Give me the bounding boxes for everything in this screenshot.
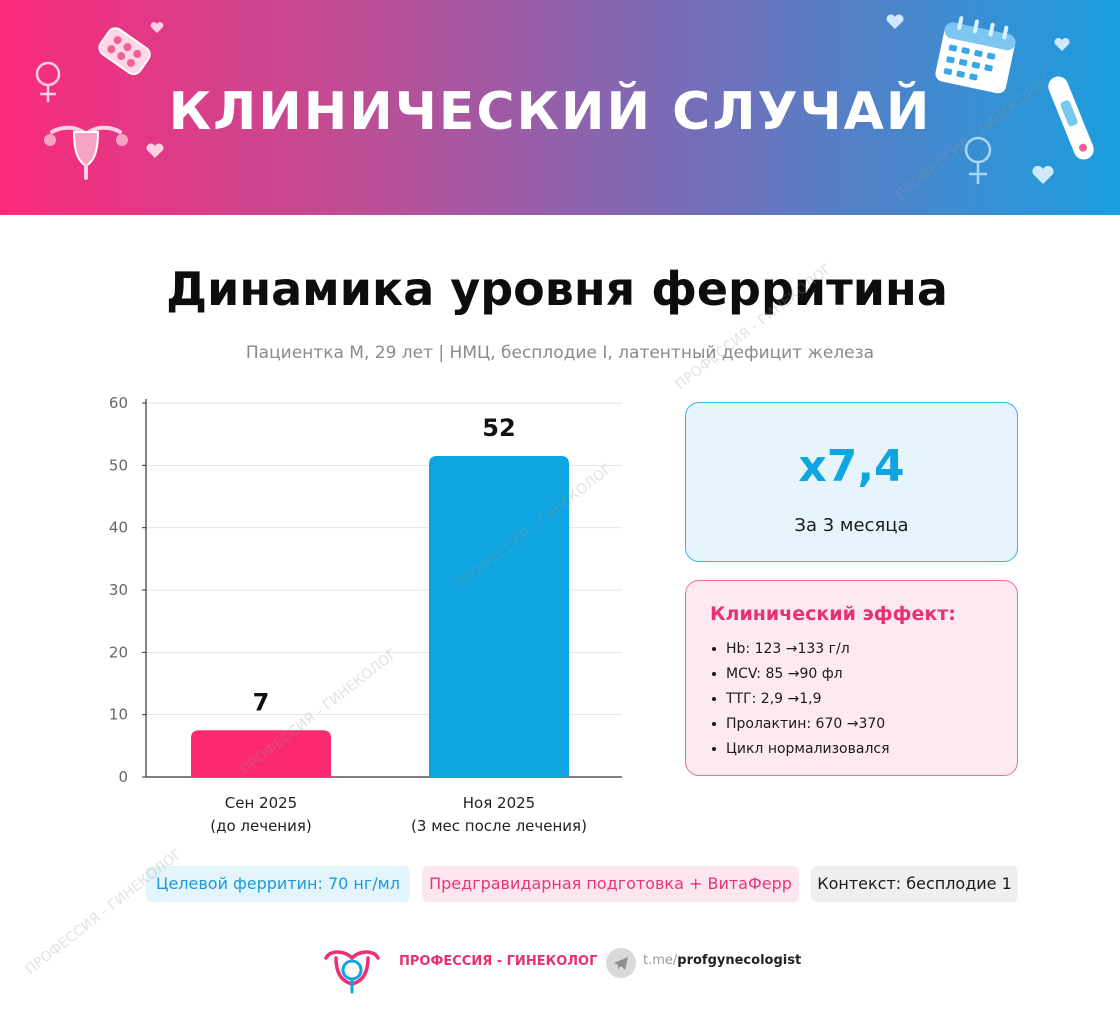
- thermometer-icon: [1048, 76, 1094, 160]
- female-symbol-icon: [35, 61, 61, 102]
- effect-item: MCV: 85 →90 фл: [712, 664, 890, 689]
- heart-icon: [146, 143, 164, 158]
- bar-value-label: 52: [482, 414, 515, 442]
- x-tick-label: Сен 2025: [225, 794, 297, 812]
- y-tick-label: 50: [109, 456, 128, 474]
- y-tick-label: 20: [109, 643, 128, 661]
- bar: [191, 730, 331, 777]
- heart-icon: [150, 22, 164, 33]
- heart-icon: [1032, 165, 1054, 184]
- x-tick-label: (3 мес после лечения): [411, 817, 587, 835]
- y-tick-label: 60: [109, 394, 128, 412]
- y-tick-label: 0: [118, 768, 128, 786]
- telegram-link-prefix: t.me/: [643, 953, 678, 968]
- bar-chart: 0 10 20 30 40 50 60 7 Сен 2025 (до лечения) 52 Ноя …: [109, 394, 622, 835]
- y-tick-label: 30: [109, 581, 128, 599]
- bar: [429, 455, 569, 777]
- chart-title: Динамика уровня ферритина: [166, 262, 948, 316]
- context-tag: Контекст: бесплодие 1: [811, 866, 1018, 902]
- calendar-icon: [935, 16, 1016, 94]
- stat-label: За 3 месяца: [794, 515, 909, 536]
- telegram-link[interactable]: t.me/profgynecologist: [643, 953, 801, 968]
- header-title: КЛИНИЧЕСКИЙ СЛУЧАЙ: [168, 82, 932, 142]
- bar-value-label: 7: [253, 688, 270, 716]
- uterus-icon: [44, 125, 128, 180]
- header-banner: КЛИНИЧЕСКИЙ СЛУЧАЙ: [0, 0, 1120, 215]
- effect-item: Пролактин: 670 →370: [712, 714, 890, 739]
- preconception-prep-tag: Предгравидарная подготовка + ВитаФерр: [422, 866, 799, 902]
- target-ferritin-tag: Целевой ферритин: 70 нг/мл: [146, 866, 410, 902]
- telegram-icon: [606, 948, 636, 978]
- pill-blister-icon: [98, 27, 151, 76]
- chart-subtitle: Пациентка М, 29 лет | НМЦ, бесплодие I, …: [245, 343, 875, 363]
- effect-item: Hb: 123 →133 г/л: [712, 639, 890, 664]
- heart-icon: [1054, 38, 1070, 51]
- stat-value: x7,4: [798, 441, 905, 492]
- brand-logo-icon: [324, 950, 380, 994]
- clinical-effect-card: Клинический эффект: Hb: 123 →133 г/л MCV…: [685, 580, 1018, 776]
- heart-icon: [886, 14, 904, 29]
- y-tick-label: 10: [109, 706, 128, 724]
- effect-item: Цикл нормализовался: [712, 739, 890, 764]
- telegram-link-handle: profgynecologist: [677, 953, 802, 968]
- stat-card: x7,4 За 3 месяца: [685, 402, 1018, 562]
- x-tick-label: (до лечения): [210, 817, 312, 835]
- brand-name: ПРОФЕССИЯ - ГИНЕКОЛОГ: [399, 954, 598, 969]
- effect-item: ТТГ: 2,9 →1,9: [712, 689, 890, 714]
- y-tick-label: 40: [109, 519, 128, 537]
- x-tick-label: Ноя 2025: [463, 794, 535, 812]
- effect-list: Hb: 123 →133 г/л MCV: 85 →90 фл ТТГ: 2,9…: [712, 639, 890, 764]
- female-symbol-icon: [964, 136, 992, 184]
- effect-title: Клинический эффект:: [710, 603, 956, 625]
